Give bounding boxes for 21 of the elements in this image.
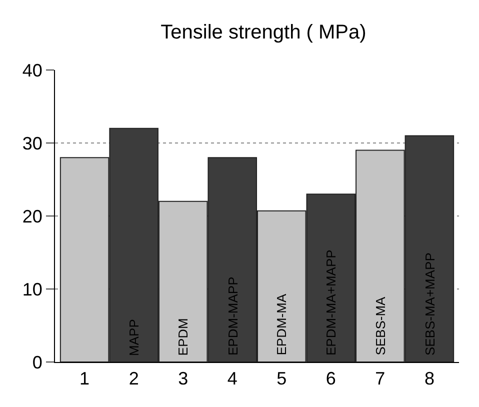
x-tick-label: 1 <box>80 368 90 389</box>
annotation: MAPP <box>126 319 142 356</box>
x-tick-label: 4 <box>227 368 238 389</box>
chart-title: Tensile strength ( MPa) <box>160 21 366 44</box>
x-tick-label: 3 <box>178 368 188 389</box>
y-tick-label: 10 <box>22 279 42 300</box>
x-tick-label: 7 <box>375 368 386 389</box>
annotation: EPDM-MA+MAPP <box>323 250 338 356</box>
annotation: EPDM-MA <box>274 294 290 356</box>
x-tick-label: 6 <box>326 368 336 389</box>
y-tick-label: 20 <box>22 206 42 226</box>
annotation: SEBS-MA <box>373 296 388 356</box>
x-tick-label: 8 <box>424 368 434 389</box>
y-tick-label: 30 <box>22 133 42 154</box>
annotation: EPDM <box>175 318 190 356</box>
annotation: SEBS-MA+MAPP <box>422 252 438 356</box>
x-tick-label: 5 <box>276 368 287 389</box>
y-tick-label: 40 <box>22 60 42 80</box>
annotation: EPDM-MAPP <box>225 276 240 356</box>
x-tick-label: 2 <box>128 368 139 389</box>
y-tick-label: 0 <box>32 352 42 372</box>
